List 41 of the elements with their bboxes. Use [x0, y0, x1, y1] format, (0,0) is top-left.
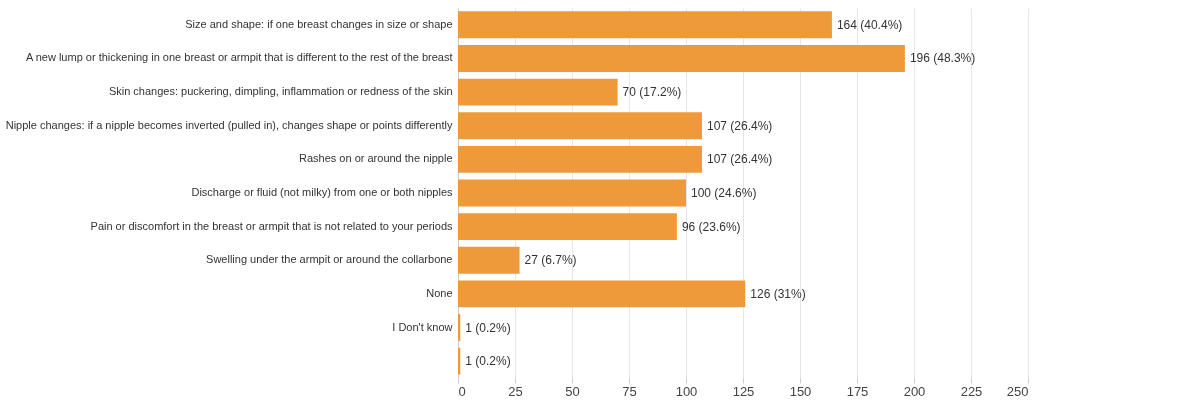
x-tick-label: 125: [732, 383, 755, 399]
x-tick-label: 0: [458, 383, 466, 399]
data-label: 1 (0.2%): [465, 354, 511, 369]
x-tick-label: 200: [903, 383, 926, 399]
y-tick-label: A new lump or thickening in one breast or armpit that is different to the rest of the breast: [25, 51, 453, 64]
y-tick-label: I Don't know: [392, 320, 453, 333]
data-label: 196 (48.3%): [909, 51, 976, 66]
y-tick-label: Size and shape: if one breast changes in size or shape: [185, 17, 453, 30]
x-tick-label: 25: [508, 383, 523, 399]
y-tick-label: None: [426, 286, 453, 299]
bar: [458, 280, 746, 308]
x-tick-label: 100: [675, 383, 698, 399]
y-tick-label: Nipple changes: if a nipple becomes inverted (pulled in), changes shape or points differently: [5, 118, 453, 131]
y-tick-label: Swelling under the armpit or around the collarbone: [206, 253, 453, 266]
bar: [458, 45, 905, 72]
data-label: 126 (31%): [750, 286, 806, 301]
bar: [458, 112, 702, 140]
y-tick-label: Rashes on or around the nipple: [299, 152, 453, 165]
y-tick-label: Pain or discomfort in the breast or armpit that is not related to your periods: [90, 219, 453, 232]
bar: [458, 179, 686, 207]
data-label: 70 (17.2%): [622, 85, 682, 100]
data-label: 164 (40.4%): [836, 17, 903, 32]
y-tick-label: Discharge or fluid (not milky) from one or both nipples: [191, 186, 453, 198]
x-tick-label: 50: [565, 383, 580, 399]
data-label: 107 (26.4%): [706, 152, 773, 167]
bar: [458, 145, 702, 173]
data-label: 1 (0.2%): [465, 320, 511, 335]
data-label: 27 (6.7%): [524, 253, 577, 268]
x-tick-label: 250: [1006, 383, 1029, 399]
x-tick-label: 150: [789, 383, 812, 399]
bar: [458, 78, 618, 106]
x-tick-label: 175: [846, 383, 869, 399]
bar: [458, 11, 832, 39]
x-tick-label: 75: [622, 383, 637, 399]
bar: [458, 213, 677, 241]
x-tick-label: 225: [960, 383, 983, 399]
bar: [458, 246, 520, 274]
y-tick-label: Skin changes: puckering, dimpling, inflammation or redness of the skin: [108, 85, 453, 98]
data-label: 96 (23.6%): [681, 219, 741, 234]
data-label: 100 (24.6%): [691, 186, 757, 200]
data-label: 107 (26.4%): [706, 118, 773, 133]
